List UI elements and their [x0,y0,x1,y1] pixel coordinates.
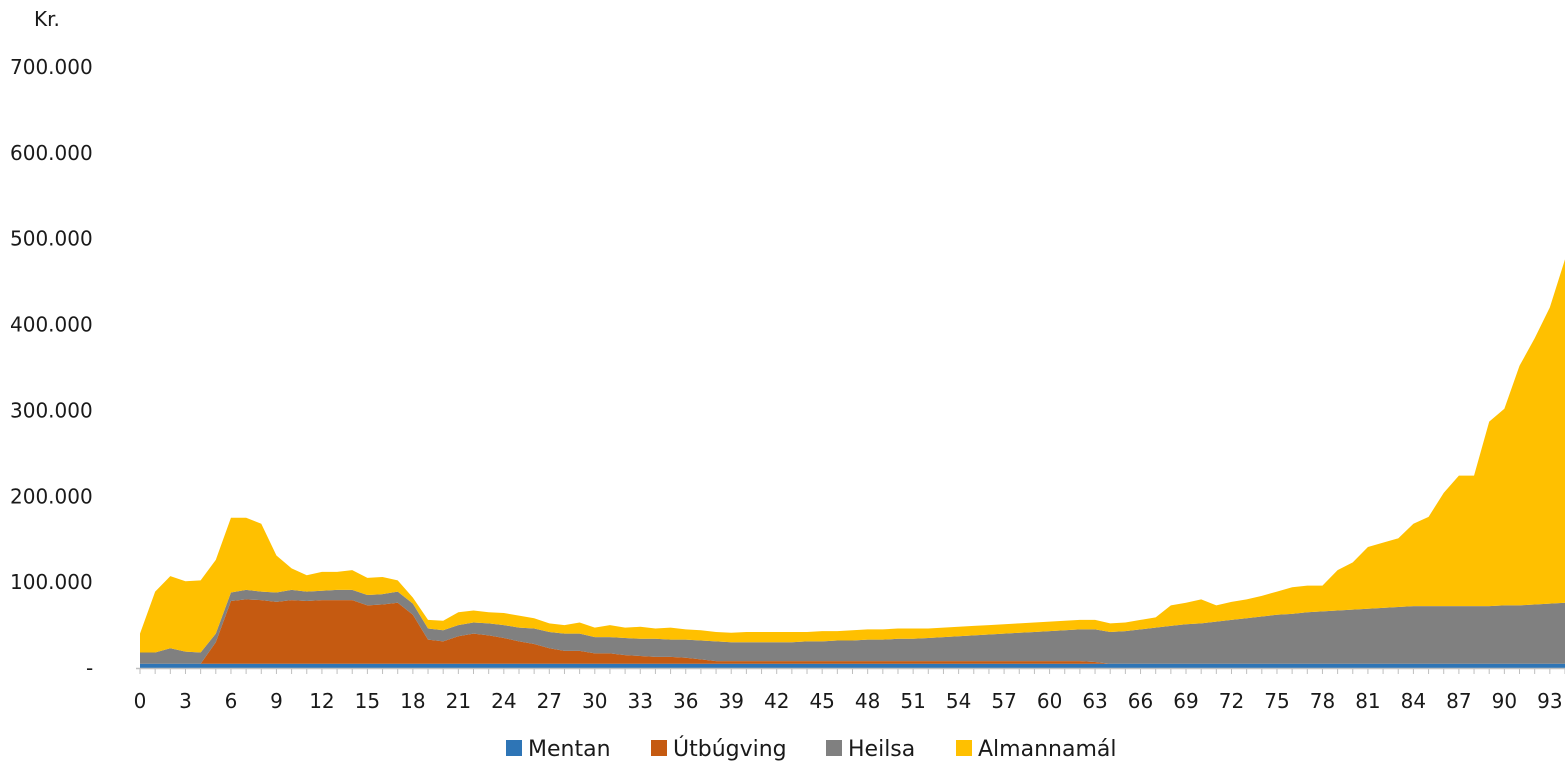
x-tick-label: 0 [134,689,147,713]
x-tick-label: 6 [225,689,238,713]
y-tick-label: 200.000 [10,484,93,508]
legend-label-mentan: Mentan [528,737,611,762]
x-tick-label: 24 [491,689,516,713]
x-tick-label: 9 [270,689,283,713]
x-tick-label: 78 [1310,689,1335,713]
x-tick-label: 18 [400,689,425,713]
series-area-mentan [140,663,1565,668]
legend-swatch-mentan [506,740,522,756]
x-tick-label: 69 [1173,689,1198,713]
x-tick-label: 45 [809,689,834,713]
x-tick-label: 57 [991,689,1016,713]
x-tick-label: 84 [1401,689,1426,713]
y-tick-label: - [86,656,93,680]
x-tick-label: 60 [1037,689,1062,713]
x-tick-label: 27 [537,689,562,713]
x-tick-label: 48 [855,689,880,713]
x-tick-label: 39 [718,689,743,713]
y-tick-label: 300.000 [10,398,93,422]
x-tick-label: 87 [1446,689,1471,713]
x-tick-label: 15 [355,689,380,713]
legend-swatch-heilsa [826,740,842,756]
area-series-group [140,259,1565,668]
y-tick-label: 100.000 [10,570,93,594]
x-tick-label: 72 [1219,689,1244,713]
x-tick-label: 54 [946,689,971,713]
legend-label-utbugving: Útbúgving [673,736,787,762]
legend-label-heilsa: Heilsa [848,737,915,762]
x-tick-label: 66 [1128,689,1153,713]
x-tick-label: 42 [764,689,789,713]
legend-swatch-almannamal [956,740,972,756]
x-tick-label: 93 [1537,689,1562,713]
y-tick-label: 400.000 [10,313,93,337]
legend-swatch-utbugving [651,740,667,756]
y-axis-tick-labels: - 100.000 200.000 300.000 400.000 500.000 600.… [10,55,93,680]
x-tick-label: 21 [446,689,471,713]
x-tick-label: 90 [1492,689,1517,713]
series-area-utbugving [140,599,1565,664]
series-area-heilsa [140,589,1565,664]
x-axis-ticks: 0 3 6 9 12 15 18 21 24 27 30 33 36 39 42 45 48 51 54 57 60 63… [134,668,1565,713]
x-tick-label: 51 [900,689,925,713]
x-tick-label: 63 [1082,689,1107,713]
y-tick-label: 600.000 [10,141,93,165]
x-tick-label: 3 [179,689,192,713]
x-tick-label: 81 [1355,689,1380,713]
legend: Mentan Útbúgving Heilsa Almannamál [506,736,1116,762]
x-tick-label: 36 [673,689,698,713]
y-axis-unit-label: Kr. [34,7,60,31]
x-tick-label: 12 [309,689,334,713]
x-tick-label: 75 [1264,689,1289,713]
y-tick-label: 500.000 [10,227,93,251]
x-tick-label: 30 [582,689,607,713]
y-tick-label: 700.000 [10,55,93,79]
x-tick-label: 33 [628,689,653,713]
legend-label-almannamal: Almannamál [978,737,1116,762]
